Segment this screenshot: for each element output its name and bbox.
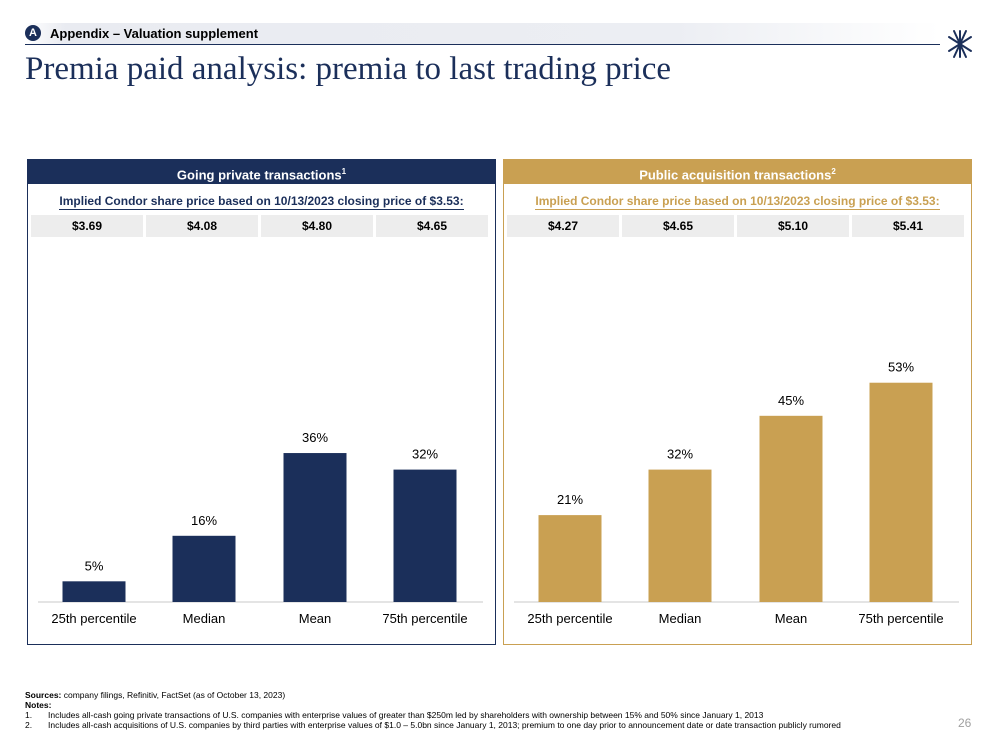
implied-price-row: $3.69 $4.08 $4.80 $4.65 (28, 215, 495, 237)
going-private-chart: 5% 25th percentile 16% Median 36% Mean 32% 75th… (38, 430, 483, 626)
footnote-marker: 1 (341, 167, 347, 176)
data-label: 5% (85, 558, 104, 573)
bar-25th-percentile (62, 581, 126, 602)
implied-price-row: $4.27 $4.65 $5.10 $5.41 (504, 215, 971, 237)
section-badge: A (25, 25, 41, 41)
category-label: 25th percentile (527, 611, 612, 626)
data-label: 21% (557, 492, 583, 507)
footnotes: Sources: company filings, Refinitiv, Fac… (25, 690, 925, 730)
bar-median (172, 535, 236, 602)
sources-label: Sources: (25, 690, 62, 700)
footnote-marker: 2 (831, 167, 836, 176)
public-acquisition-chart: 21% 25th percentile 32% Median 45% Mean 53% 75t… (514, 360, 959, 626)
sources-text: company filings, Refinitiv, FactSet (as … (61, 690, 286, 700)
page-title: Premia paid analysis: premia to last tra… (25, 51, 672, 87)
section-bar (25, 23, 940, 45)
data-label: 36% (302, 430, 328, 445)
price-median: $4.08 (146, 215, 258, 237)
implied-price-text: Implied Condor share price based on 10/1… (59, 194, 464, 210)
price-75th-percentile: $4.65 (376, 215, 488, 237)
category-label: 75th percentile (858, 611, 943, 626)
price-median: $4.65 (622, 215, 734, 237)
data-label: 16% (191, 513, 217, 528)
footnote-1: 1. Includes all-cash going private transa… (25, 710, 764, 720)
panel-header: Public acquisition transactions2 (504, 160, 971, 184)
price-25th-percentile: $4.27 (507, 215, 619, 237)
category-label: 75th percentile (382, 611, 467, 626)
implied-price-caption: Implied Condor share price based on 10/1… (28, 194, 495, 210)
data-label: 32% (667, 447, 693, 462)
public-acquisition-panel: Public acquisition transactions2 Implied… (503, 159, 972, 645)
bar-25th-percentile (538, 515, 602, 602)
category-label: Mean (775, 611, 808, 626)
data-label: 45% (778, 393, 804, 408)
bar-75th-percentile (869, 382, 933, 602)
price-25th-percentile: $3.69 (31, 215, 143, 237)
category-label: Median (183, 611, 226, 626)
category-label: Mean (299, 611, 332, 626)
data-label: 53% (888, 360, 914, 375)
sources-line: Sources: company filings, Refinitiv, Fac… (25, 690, 925, 700)
footnote-2: 2. Includes all-cash acquisitions of U.S.… (25, 720, 841, 730)
implied-price-text: Implied Condor share price based on 10/1… (535, 194, 940, 210)
going-private-panel: Going private transactions1 Implied Cond… (27, 159, 496, 645)
panel-header: Going private transactions1 (28, 160, 495, 184)
header-rule (25, 44, 940, 45)
panel-title: Going private transactions (176, 167, 342, 183)
notes-label: Notes: (25, 700, 52, 710)
bar-mean (759, 415, 823, 602)
bar-75th-percentile (393, 469, 457, 602)
bar-mean (283, 453, 347, 602)
price-75th-percentile: $5.41 (852, 215, 964, 237)
implied-price-caption: Implied Condor share price based on 10/1… (504, 194, 971, 210)
page-number: 26 (958, 716, 972, 730)
price-mean: $5.10 (737, 215, 849, 237)
bar-median (648, 469, 712, 602)
section-label: Appendix – Valuation supplement (50, 26, 259, 41)
category-label: Median (659, 611, 702, 626)
panel-title: Public acquisition transactions (639, 167, 832, 183)
category-label: 25th percentile (51, 611, 136, 626)
data-label: 32% (412, 447, 438, 462)
brand-logo-icon (948, 30, 972, 58)
price-mean: $4.80 (261, 215, 373, 237)
